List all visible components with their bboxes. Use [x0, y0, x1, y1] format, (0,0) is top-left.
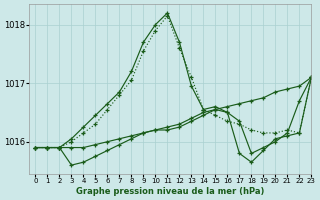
- X-axis label: Graphe pression niveau de la mer (hPa): Graphe pression niveau de la mer (hPa): [76, 187, 265, 196]
